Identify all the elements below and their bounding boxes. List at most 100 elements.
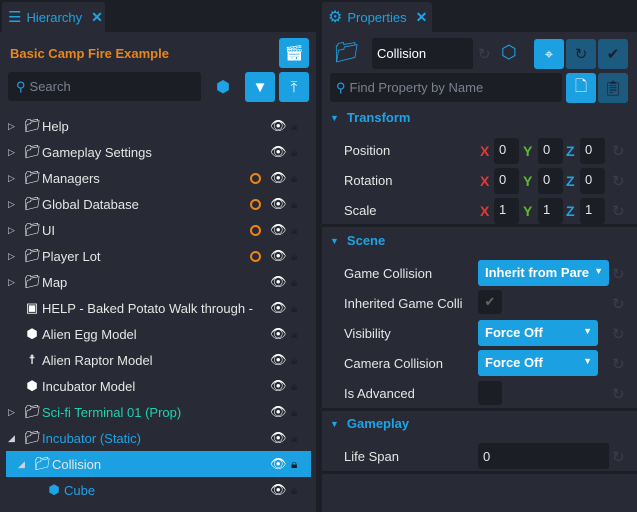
copy-button[interactable]: 🗋: [566, 73, 596, 103]
tab-properties[interactable]: ⚙ Properties ✕: [322, 2, 432, 32]
reset-icon[interactable]: ↻: [612, 266, 625, 283]
tree-item[interactable]: ▣ HELP - Baked Potato Walk through - 👁︎ 🔒︎: [6, 295, 311, 321]
tree-item[interactable]: ▷ 📁︎ Managers 👁︎ 🔒︎: [6, 165, 311, 191]
camera-collision-dropdown[interactable]: Force Off ▼: [478, 350, 598, 376]
game-collision-dropdown[interactable]: Inherit from Parent ▼: [478, 260, 609, 286]
hierarchy-search-input[interactable]: ⚲ Search: [8, 72, 201, 101]
eye-icon[interactable]: 👁︎: [270, 196, 287, 211]
lock-icon[interactable]: 🔒︎: [291, 456, 298, 471]
lock-icon[interactable]: 🔒︎: [291, 430, 298, 445]
life-span-input[interactable]: 0: [478, 443, 609, 469]
eye-icon[interactable]: 👁︎: [270, 248, 287, 263]
property-search-input[interactable]: ⚲ Find Property by Name: [330, 73, 562, 102]
scrollbar[interactable]: [316, 32, 320, 512]
reset-name-icon[interactable]: ↻: [478, 46, 491, 63]
rotation-y-input[interactable]: 0: [538, 168, 563, 194]
eye-icon[interactable]: 👁︎: [270, 300, 287, 315]
rotation-z-input[interactable]: 0: [580, 168, 605, 194]
collapsed-arrow-icon[interactable]: ▷: [8, 120, 15, 131]
tree-item[interactable]: ◢ 📁︎ Incubator (Static) 👁︎ 🔒︎: [6, 425, 311, 451]
tree-item[interactable]: ⬢ Alien Egg Model 👁︎ 🔒︎: [6, 321, 311, 347]
lock-icon[interactable]: 🔒︎: [291, 118, 298, 133]
scale-x-input[interactable]: 1: [494, 198, 519, 224]
close-icon[interactable]: ✕: [91, 8, 103, 25]
lock-icon[interactable]: 🔒︎: [291, 482, 298, 497]
lock-icon[interactable]: 🔒︎: [291, 404, 298, 419]
section-transform[interactable]: ▼ Transform: [330, 110, 411, 125]
collapsed-arrow-icon[interactable]: ▷: [8, 250, 15, 261]
eye-icon[interactable]: 👁︎: [270, 118, 287, 133]
tree-item[interactable]: ⬢ Cube 👁︎ 🔒︎: [6, 477, 311, 503]
visibility-dropdown[interactable]: Force Off ▼: [478, 320, 598, 346]
eye-icon[interactable]: 👁︎: [270, 456, 287, 471]
lock-icon[interactable]: 🔒︎: [291, 196, 298, 211]
locate-button[interactable]: ⌖: [534, 39, 564, 69]
lock-icon[interactable]: 🔒︎: [291, 248, 298, 263]
tree-item[interactable]: ▷ 📁︎ Player Lot 👁︎ 🔒︎: [6, 243, 311, 269]
apply-button[interactable]: ✔: [598, 39, 628, 69]
eye-icon[interactable]: 👁︎: [270, 430, 287, 445]
reset-icon[interactable]: ↻: [612, 449, 625, 466]
lock-icon[interactable]: 🔒︎: [291, 144, 298, 159]
tree-item[interactable]: ▷ 📁︎ Help 👁︎ 🔒︎: [6, 113, 311, 139]
tree-item[interactable]: ⬢ Incubator Model 👁︎ 🔒︎: [6, 373, 311, 399]
reset-icon[interactable]: ↻: [612, 173, 625, 190]
expanded-arrow-icon[interactable]: ◢: [8, 432, 15, 443]
tree-item[interactable]: ▷ 📁︎ Sci-fi Terminal 01 (Prop) 👁︎ 🔒︎: [6, 399, 311, 425]
eye-icon[interactable]: 👁︎: [270, 326, 287, 341]
lock-icon[interactable]: 🔒︎: [291, 274, 298, 289]
eye-icon[interactable]: 👁︎: [270, 404, 287, 419]
collapsed-arrow-icon[interactable]: ▷: [8, 276, 15, 287]
lock-icon[interactable]: 🔒︎: [291, 352, 298, 367]
tree-item[interactable]: ▷ 📁︎ Gameplay Settings 👁︎ 🔒︎: [6, 139, 311, 165]
name-input[interactable]: Collision: [372, 38, 473, 69]
position-y-input[interactable]: 0: [538, 138, 563, 164]
tab-hierarchy[interactable]: ☰ Hierarchy ✕: [2, 2, 105, 32]
collapsed-arrow-icon[interactable]: ▷: [8, 172, 15, 183]
paste-button[interactable]: 📋︎: [598, 73, 628, 103]
clapperboard-button[interactable]: 🎬︎: [279, 38, 309, 68]
eye-icon[interactable]: 👁︎: [270, 222, 287, 237]
eye-icon[interactable]: 👁︎: [270, 378, 287, 393]
tree-item[interactable]: ▷ 📁︎ UI 👁︎ 🔒︎: [6, 217, 311, 243]
reset-icon[interactable]: ↻: [612, 326, 625, 343]
upload-button[interactable]: ⤒: [279, 72, 309, 102]
eye-icon[interactable]: 👁︎: [270, 144, 287, 159]
collapsed-arrow-icon[interactable]: ▷: [8, 224, 15, 235]
eye-icon[interactable]: 👁︎: [270, 352, 287, 367]
reset-icon[interactable]: ↻: [612, 386, 625, 403]
object-filter-icon[interactable]: ⬢: [216, 79, 230, 96]
reset-icon[interactable]: ↻: [612, 296, 625, 313]
collapsed-arrow-icon[interactable]: ▷: [8, 406, 15, 417]
eye-icon[interactable]: 👁︎: [270, 482, 287, 497]
expanded-arrow-icon[interactable]: ◢: [18, 458, 25, 469]
rotation-x-input[interactable]: 0: [494, 168, 519, 194]
section-gameplay[interactable]: ▼ Gameplay: [330, 416, 409, 431]
tree-item[interactable]: ▷ 📁︎ Map 👁︎ 🔒︎: [6, 269, 311, 295]
close-icon[interactable]: ✕: [415, 8, 428, 25]
lock-icon[interactable]: 🔒︎: [291, 222, 298, 237]
section-scene[interactable]: ▼ Scene: [330, 233, 385, 248]
is-advanced-checkbox[interactable]: [478, 381, 502, 405]
revert-button[interactable]: ↻: [566, 39, 596, 69]
scale-z-input[interactable]: 1: [580, 198, 605, 224]
filter-button[interactable]: ▼: [245, 72, 275, 102]
reset-icon[interactable]: ↻: [612, 143, 625, 160]
reset-icon[interactable]: ↻: [612, 356, 625, 373]
collapsed-arrow-icon[interactable]: ▷: [8, 146, 15, 157]
tree-item[interactable]: ☨ Alien Raptor Model 👁︎ 🔒︎: [6, 347, 311, 373]
position-z-input[interactable]: 0: [580, 138, 605, 164]
lock-icon[interactable]: 🔒︎: [291, 300, 298, 315]
position-x-input[interactable]: 0: [494, 138, 519, 164]
eye-icon[interactable]: 👁︎: [270, 274, 287, 289]
template-icon[interactable]: ⬡: [501, 42, 517, 62]
eye-icon[interactable]: 👁︎: [270, 170, 287, 185]
tree-item[interactable]: ◢ 📁︎ Collision 👁︎ 🔒︎: [6, 451, 311, 477]
lock-icon[interactable]: 🔒︎: [291, 170, 298, 185]
lock-icon[interactable]: 🔒︎: [291, 326, 298, 341]
reset-icon[interactable]: ↻: [612, 203, 625, 220]
inherited-game-collision-checkbox[interactable]: ✔: [478, 290, 502, 314]
scale-y-input[interactable]: 1: [538, 198, 563, 224]
lock-icon[interactable]: 🔒︎: [291, 378, 298, 393]
collapsed-arrow-icon[interactable]: ▷: [8, 198, 15, 209]
